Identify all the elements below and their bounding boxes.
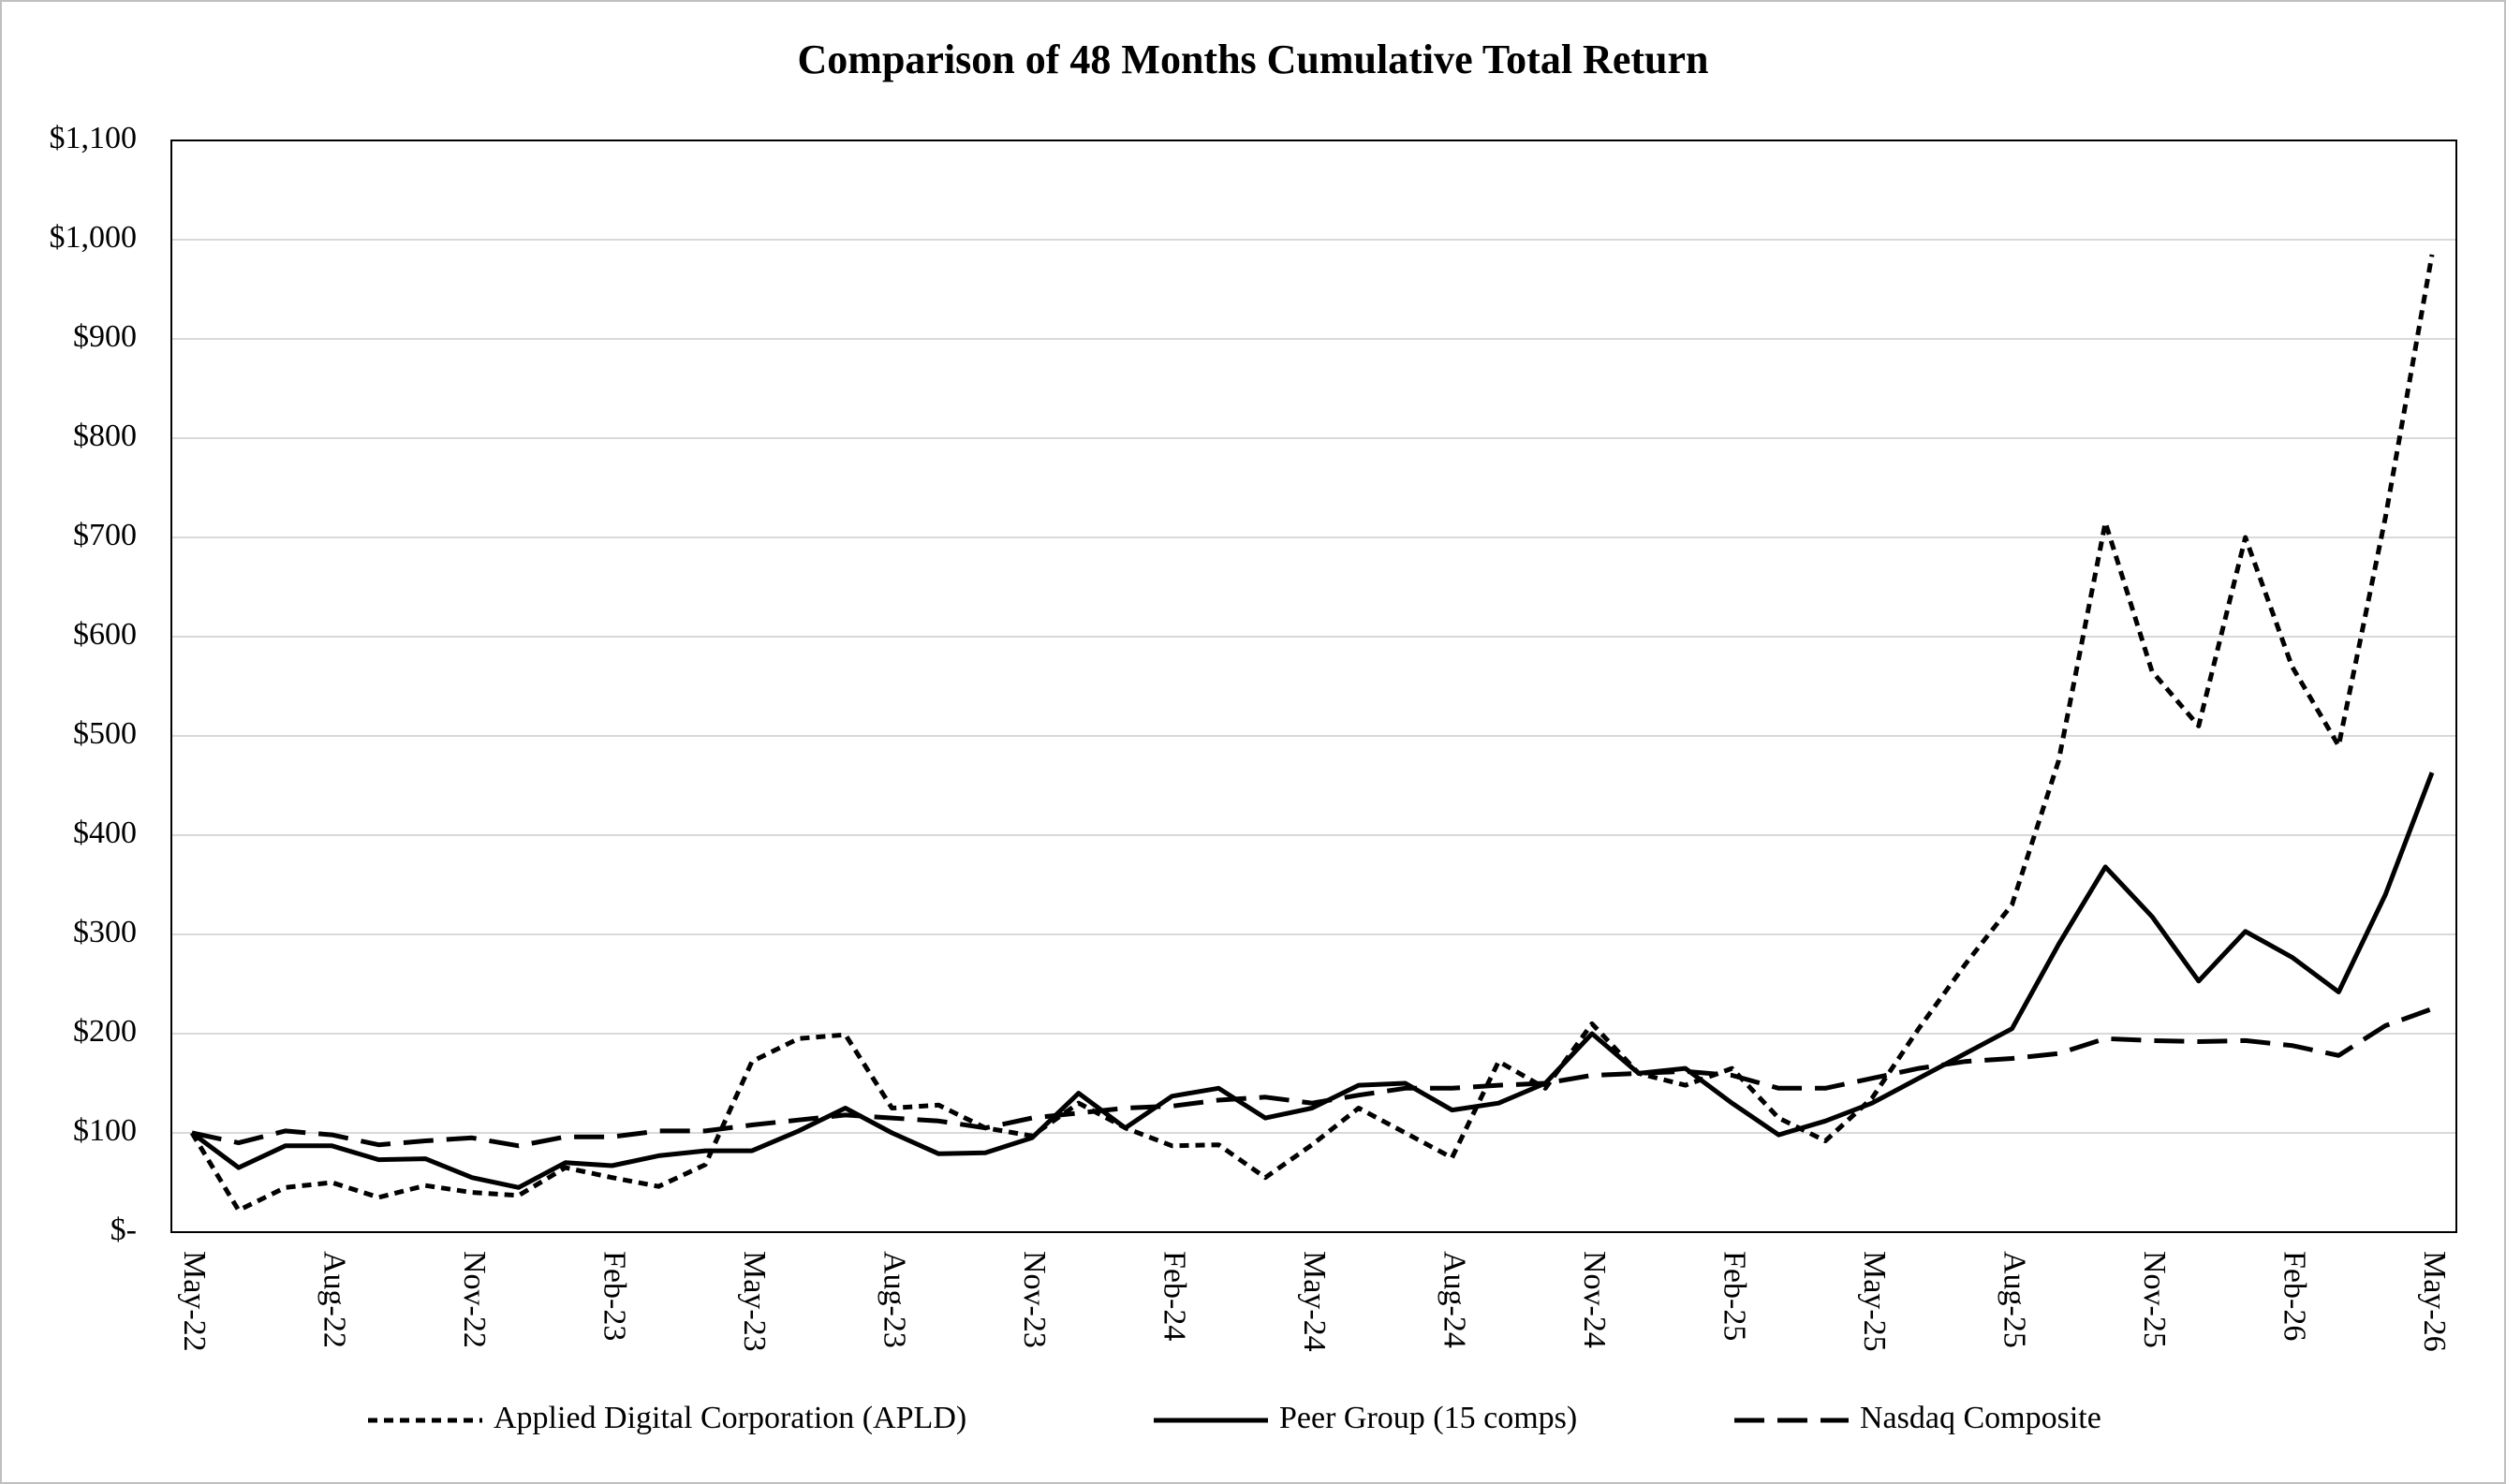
x-tick-label: May-23 xyxy=(737,1251,772,1352)
y-tick-label: $700 xyxy=(73,518,137,552)
y-tick-label: $900 xyxy=(73,319,137,354)
y-tick-label: $100 xyxy=(73,1113,137,1148)
x-tick-label: May-24 xyxy=(1297,1251,1332,1352)
y-tick-label: $800 xyxy=(73,419,137,453)
legend-label: Applied Digital Corporation (APLD) xyxy=(494,1401,966,1435)
x-tick-label: Feb-24 xyxy=(1157,1251,1192,1341)
legend-label: Peer Group (15 comps) xyxy=(1279,1401,1577,1435)
y-tick-label: $- xyxy=(111,1212,137,1247)
chart-title: Comparison of 48 Months Cumulative Total… xyxy=(798,37,1709,82)
y-tick-label: $1,100 xyxy=(50,121,138,155)
x-tick-label: May-22 xyxy=(177,1251,212,1352)
x-tick-label: Feb-25 xyxy=(1717,1251,1752,1341)
y-tick-label: $1,000 xyxy=(50,220,138,255)
x-tick-label: Feb-23 xyxy=(597,1251,632,1341)
x-tick-label: Nov-23 xyxy=(1017,1251,1052,1348)
x-tick-label: Aug-23 xyxy=(877,1251,912,1348)
y-tick-label: $400 xyxy=(73,815,137,850)
y-tick-label: $500 xyxy=(73,716,137,751)
y-tick-label: $600 xyxy=(73,617,137,652)
plot-border xyxy=(170,140,2457,1233)
x-tick-label: Aug-25 xyxy=(1997,1251,2032,1348)
x-tick-label: May-25 xyxy=(1857,1251,1892,1352)
x-tick-label: Feb-26 xyxy=(2278,1251,2312,1341)
x-tick-label: May-26 xyxy=(2417,1251,2452,1352)
x-tick-label: Nov-25 xyxy=(2137,1251,2172,1348)
legend-label: Nasdaq Composite xyxy=(1860,1401,2101,1435)
x-tick-label: Aug-22 xyxy=(317,1251,352,1348)
x-tick-label: Aug-24 xyxy=(1437,1251,1472,1348)
x-tick-label: Nov-24 xyxy=(1577,1251,1612,1348)
x-tick-label: Nov-22 xyxy=(457,1251,492,1348)
series-line xyxy=(190,771,2435,1190)
y-tick-label: $300 xyxy=(73,915,137,949)
series-line xyxy=(189,254,2435,1213)
series-line xyxy=(191,1006,2433,1149)
y-tick-label: $200 xyxy=(73,1014,137,1049)
